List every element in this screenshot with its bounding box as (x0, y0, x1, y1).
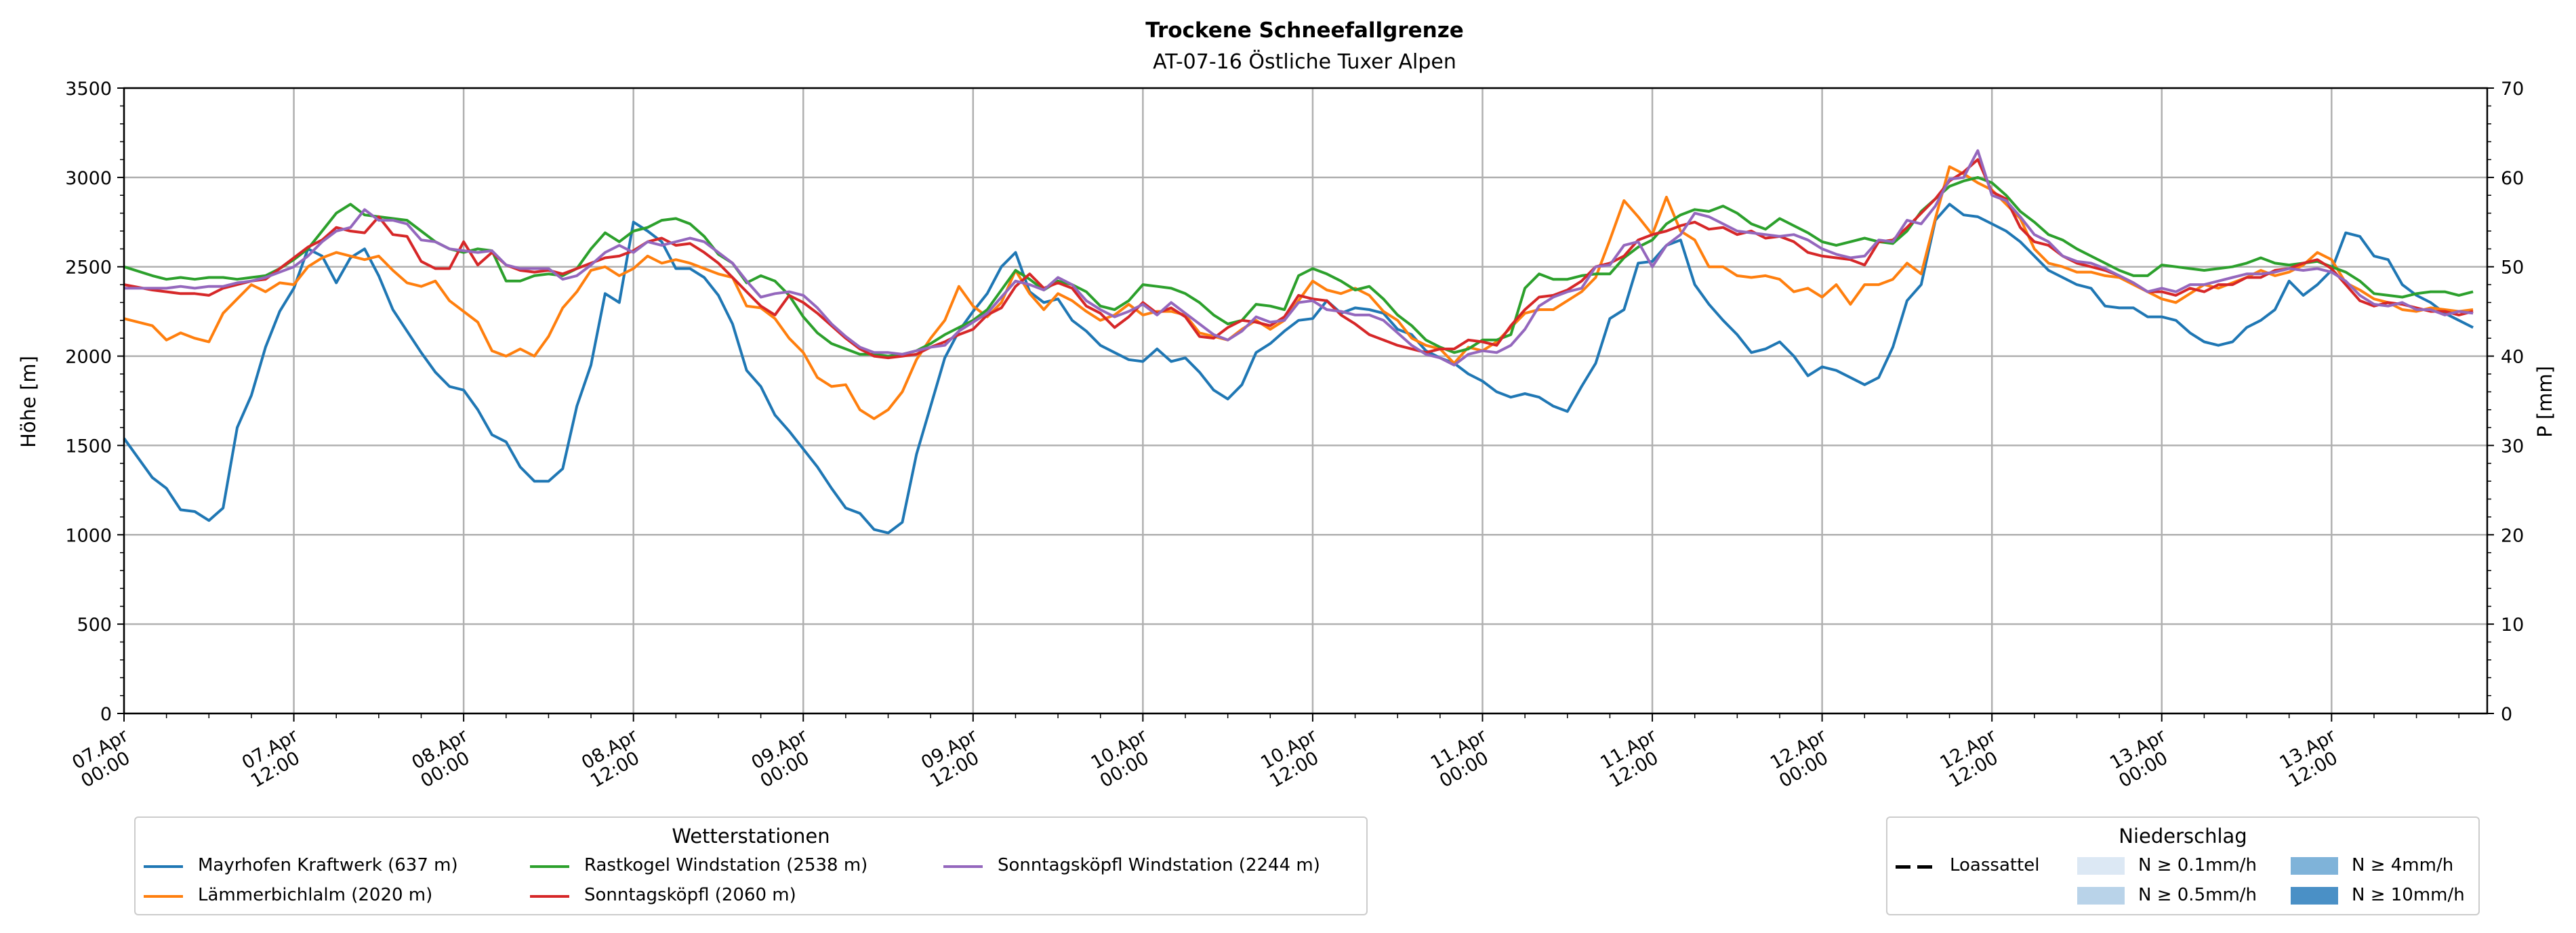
legend-label-loassattel: Loassattel (1950, 855, 2040, 875)
legend-label-sonntagskoepfl: Sonntagsköpfl (2060 m) (584, 885, 796, 905)
series-line-1 (123, 203, 2474, 535)
y-tick-label-right: 20 (2501, 525, 2524, 546)
y-axis-label-left: Höhe [m] (17, 356, 40, 448)
legend-label-rastkogel: Rastkogel Windstation (2538 m) (584, 855, 868, 875)
y-tick-label-right: 10 (2501, 615, 2524, 636)
y-tick-label-right: 70 (2501, 79, 2524, 100)
x-tick-label: 13.Apr00:00 (2105, 725, 2180, 792)
series-line-3 (123, 175, 2474, 358)
legend-label-n05: N ≥ 0.5mm/h (2138, 885, 2257, 905)
grid-lines (123, 87, 2487, 715)
series-line-5 (124, 149, 2474, 367)
x-tick-label: 13.Apr12:00 (2275, 725, 2350, 792)
y-tick-label-right: 40 (2501, 347, 2524, 368)
y-tick-label-left: 3500 (65, 79, 112, 100)
y-axis-label-right: P [mm] (2533, 366, 2556, 438)
y-tick-label-left: 500 (77, 615, 112, 636)
y-tick-label-right: 60 (2501, 168, 2524, 189)
y-tick-label-left: 0 (100, 704, 112, 725)
x-tick-label: 10.Apr00:00 (1086, 725, 1162, 792)
x-tick-label: 07.Apr12:00 (237, 725, 312, 792)
legend-patch-n10 (2291, 887, 2338, 905)
y-tick-label-left: 1000 (65, 525, 112, 546)
x-tick-label: 10.Apr12:00 (1256, 725, 1331, 792)
y-tick-label-right: 30 (2501, 436, 2524, 457)
y-tick-label-left: 1500 (65, 436, 112, 457)
x-tick-label: 08.Apr00:00 (407, 725, 483, 792)
legend-patch-n4 (2291, 857, 2338, 875)
legend-patch-n01 (2077, 857, 2125, 875)
y-tick-label-right: 0 (2501, 704, 2512, 725)
x-tick-label: 11.Apr00:00 (1426, 725, 1501, 792)
series-line-2 (123, 165, 2474, 420)
series-lines (123, 149, 2474, 535)
series-line-4 (123, 158, 2474, 360)
x-tick-label: 08.Apr12:00 (577, 725, 652, 792)
x-tick-label: 12.Apr12:00 (1936, 725, 2011, 792)
legend-line-sonntagskoepfl-wind (943, 865, 983, 868)
legend-line-loassattel (1896, 865, 1935, 869)
x-tick-label: 09.Apr00:00 (747, 725, 822, 792)
x-tick-label: 09.Apr12:00 (916, 725, 991, 792)
chart-title: Trockene Schneefallgrenze (1145, 18, 1464, 43)
legend-stations-title: Wetterstationen (672, 825, 830, 848)
legend-label-n10: N ≥ 10mm/h (2352, 885, 2465, 905)
legend-line-mayrhofen (144, 865, 183, 868)
legend-label-sonntagskoepfl-wind: Sonntagsköpfl Windstation (2244 m) (998, 855, 1320, 875)
axes: 0 0 500 10 1000 20 1500 30 2000 40 2500 50 3000 60 350… (65, 79, 2524, 792)
legend-label-mayrhofen: Mayrhofen Kraftwerk (637 m) (198, 855, 458, 875)
legend-precipitation: Niederschlag Loassattel N ≥ 0.1mm/h N ≥ … (1886, 816, 2480, 915)
y-tick-label-left: 2500 (65, 257, 112, 278)
legend-label-laemmerbichlalm: Lämmerbichlalm (2020 m) (198, 885, 433, 905)
y-tick-label-left: 3000 (65, 168, 112, 189)
x-tick-label: 12.Apr00:00 (1765, 725, 1841, 792)
legend-label-n01: N ≥ 0.1mm/h (2138, 855, 2257, 875)
y-tick-label-right: 50 (2501, 257, 2524, 278)
legend-line-sonntagskoepfl (530, 895, 569, 898)
legend-line-rastkogel (530, 865, 569, 868)
y-tick-label-left: 2000 (65, 347, 112, 368)
x-tick-label: 11.Apr12:00 (1596, 725, 1671, 792)
plot-frame (123, 87, 2489, 715)
legend-stations: Wetterstationen Mayrhofen Kraftwerk (637… (134, 816, 1368, 915)
legend-line-laemmerbichlalm (144, 895, 183, 898)
legend-precip-title: Niederschlag (2119, 825, 2247, 848)
legend-patch-n05 (2077, 887, 2125, 905)
legend-label-n4: N ≥ 4mm/h (2352, 855, 2454, 875)
x-tick-label: 07.Apr00:00 (67, 725, 142, 792)
chart-subtitle: AT-07-16 Östliche Tuxer Alpen (1153, 49, 1456, 74)
